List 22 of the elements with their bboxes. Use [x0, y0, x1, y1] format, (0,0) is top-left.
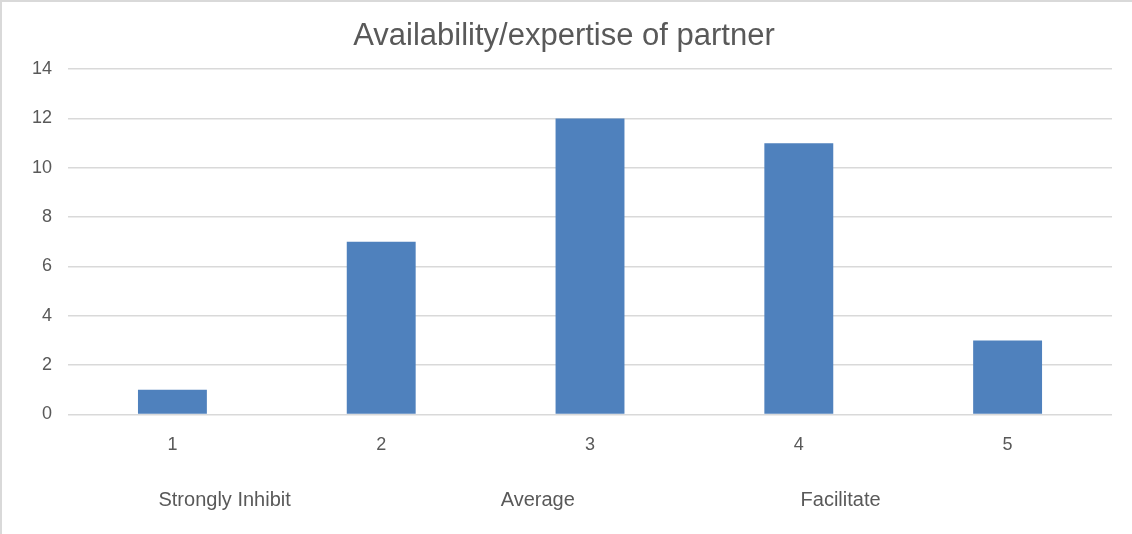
- y-tick-label: 4: [42, 304, 53, 325]
- chart-title: Availability/expertise of partner: [353, 17, 775, 53]
- bar: [555, 118, 625, 414]
- x-tick-label: 4: [793, 434, 804, 455]
- y-tick-label: 12: [31, 107, 53, 128]
- x-tick-label: 2: [376, 434, 387, 455]
- y-tick-label: 14: [31, 58, 53, 79]
- bar: [137, 389, 207, 414]
- x-tick-label: 5: [1002, 434, 1013, 455]
- x-tick-label: 1: [167, 434, 178, 455]
- text: Strongly Inhibit: [158, 488, 291, 511]
- y-tick-label: 2: [42, 354, 53, 375]
- bar: [973, 340, 1043, 414]
- y-tick-label: 0: [42, 403, 53, 424]
- x-tick-label: 3: [585, 434, 596, 455]
- y-tick-label: 10: [31, 156, 53, 177]
- bar: [764, 143, 834, 414]
- bar: [346, 241, 416, 414]
- text: Average: [500, 488, 575, 511]
- text: Facilitate: [800, 488, 881, 511]
- y-tick-label: 8: [42, 206, 53, 227]
- y-tick-label: 6: [42, 255, 53, 276]
